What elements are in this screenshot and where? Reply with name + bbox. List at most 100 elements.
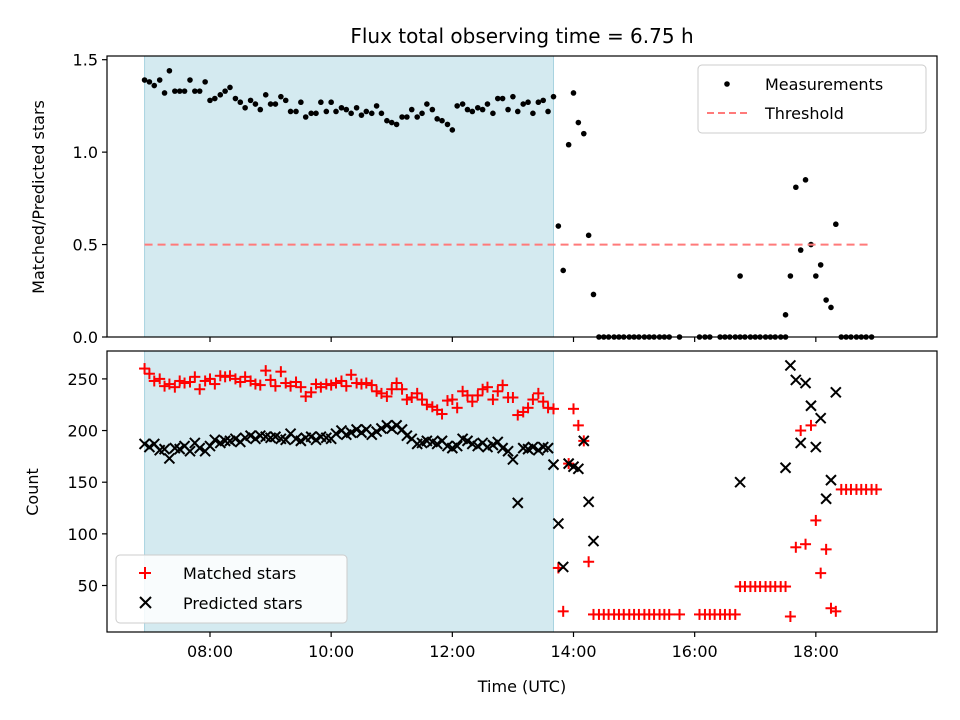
measurements-point bbox=[575, 119, 582, 126]
measurements-point bbox=[408, 106, 415, 113]
matched-stars-point bbox=[234, 376, 246, 388]
measurements-point bbox=[232, 95, 239, 102]
matched-stars-point bbox=[184, 376, 196, 388]
measurements-point bbox=[338, 104, 345, 111]
measurements-point bbox=[520, 101, 527, 107]
matched-stars-point bbox=[537, 396, 549, 408]
measurements-point bbox=[384, 117, 390, 124]
measurements-point bbox=[545, 108, 551, 115]
measurements-point bbox=[378, 110, 385, 117]
predicted-stars-point bbox=[163, 452, 176, 465]
count-panel: 50 100 150 200 250 08:00 10:00 12:00 14:00 16:00 1… bbox=[23, 350, 938, 696]
legend-plus-icon bbox=[139, 567, 151, 579]
measurements-point bbox=[257, 106, 264, 113]
matched-stars-point bbox=[421, 399, 433, 411]
matched-stars-point bbox=[870, 483, 882, 495]
legend-x-icon bbox=[139, 596, 152, 609]
ratio-legend-box bbox=[697, 64, 927, 134]
measurements-point bbox=[787, 273, 794, 279]
count-axes-frame bbox=[106, 350, 938, 633]
matched-stars-point bbox=[179, 377, 191, 389]
legend-label-predicted-stars: Predicted stars bbox=[183, 594, 303, 613]
legend-label-measurements: Measurements bbox=[765, 75, 883, 94]
predicted-stars-point bbox=[345, 426, 357, 439]
measurements-point bbox=[514, 108, 521, 115]
measurements-point bbox=[510, 93, 516, 100]
matched-stars-point bbox=[572, 419, 584, 431]
matched-stars-point bbox=[830, 605, 842, 617]
matched-stars-point bbox=[360, 377, 372, 389]
measurements-point bbox=[151, 82, 158, 89]
matched-stars-point bbox=[391, 377, 403, 389]
matched-stars-point bbox=[174, 375, 186, 387]
measurements-point bbox=[298, 99, 304, 106]
y-tick-label: 100 bbox=[67, 525, 98, 544]
measurements-point bbox=[222, 88, 228, 94]
matched-stars-point bbox=[249, 378, 261, 390]
measurements-point bbox=[459, 101, 466, 107]
predicted-stars-point bbox=[582, 496, 595, 508]
matched-stars-point bbox=[436, 408, 448, 420]
matched-stars-point bbox=[481, 381, 493, 393]
x-tick-label: 12:00 bbox=[429, 642, 475, 661]
measurements-point bbox=[146, 79, 153, 85]
predicted-stars-point bbox=[451, 440, 463, 452]
measurements-point bbox=[196, 88, 203, 94]
measurements-point bbox=[439, 117, 445, 124]
predicted-stars-point bbox=[734, 476, 746, 488]
measurements-point bbox=[287, 108, 294, 115]
matched-stars-point bbox=[355, 378, 367, 390]
measurements-point bbox=[469, 108, 476, 115]
measurements-point bbox=[434, 116, 440, 122]
matched-stars-point bbox=[290, 376, 302, 388]
measurements-point bbox=[156, 77, 163, 83]
count-plot-marks bbox=[138, 351, 882, 632]
matched-stars-point bbox=[260, 365, 272, 377]
measurements-point bbox=[308, 110, 314, 117]
matched-stars-point bbox=[780, 581, 792, 593]
matched-stars-point bbox=[416, 394, 428, 406]
measurements-point bbox=[172, 88, 178, 94]
measurements-point bbox=[388, 119, 395, 126]
predicted-stars-point bbox=[527, 441, 539, 453]
measurements-point bbox=[585, 232, 592, 239]
predicted-stars-point bbox=[578, 435, 590, 447]
matched-stars-point bbox=[265, 374, 277, 386]
measurements-point bbox=[444, 121, 451, 128]
measurements-point bbox=[464, 106, 471, 113]
y-tick-label: 1.5 bbox=[73, 51, 98, 70]
matched-stars-point bbox=[487, 394, 499, 406]
matched-stars-point bbox=[532, 387, 544, 399]
ratio-legend: Measurements Threshold bbox=[697, 64, 927, 134]
y-tick-label: 0.0 bbox=[73, 328, 98, 347]
matched-stars-point bbox=[790, 541, 802, 553]
matched-stars-point bbox=[805, 419, 817, 431]
measurements-point bbox=[247, 97, 254, 104]
matched-stars-point bbox=[548, 403, 560, 415]
legend-dot-icon bbox=[724, 81, 730, 87]
x-tick-label: 08:00 bbox=[187, 642, 233, 661]
measurements-point bbox=[555, 223, 562, 229]
matched-stars-point bbox=[795, 425, 807, 437]
measurements-point bbox=[737, 273, 743, 279]
measurements-point bbox=[479, 106, 486, 113]
predicted-stars-point bbox=[557, 561, 569, 573]
y-tick-label: 1.0 bbox=[73, 143, 98, 162]
matched-stars-point bbox=[396, 383, 408, 395]
matched-stars-point bbox=[169, 381, 181, 393]
measurements-point bbox=[484, 101, 491, 107]
measurements-point bbox=[550, 93, 557, 100]
measurements-point bbox=[293, 108, 299, 115]
matched-stars-point bbox=[800, 538, 812, 550]
measurements-point bbox=[499, 95, 506, 102]
measurements-point bbox=[217, 92, 224, 98]
measurements-point bbox=[802, 177, 809, 183]
matched-stars-point bbox=[729, 608, 741, 620]
measurements-point bbox=[474, 104, 481, 111]
count-axis-ticks: 50 100 150 200 250 08:00 10:00 12:00 14:00 16:00 1… bbox=[67, 370, 838, 661]
measurements-point bbox=[282, 97, 289, 104]
measurements-point bbox=[490, 110, 496, 117]
matched-stars-point bbox=[159, 380, 171, 392]
measurements-point bbox=[328, 99, 334, 106]
y-tick-label: 0.5 bbox=[73, 236, 98, 255]
